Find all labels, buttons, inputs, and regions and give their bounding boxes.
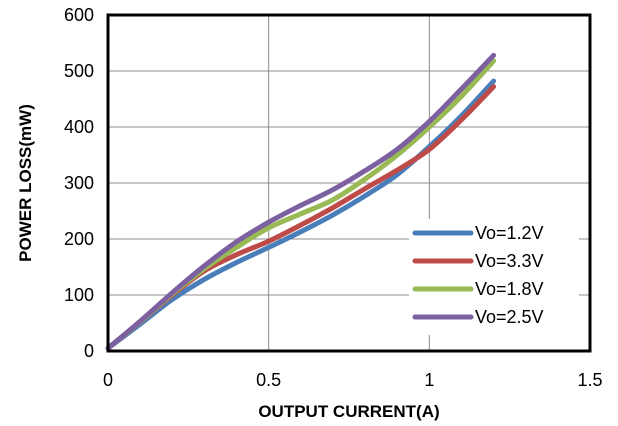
legend-label: Vo=3.3V [475,251,544,271]
legend-item: Vo=3.3V [412,251,544,271]
x-tick-label: 0.5 [256,370,281,390]
x-tick-label: 0 [103,370,113,390]
legend-item: Vo=1.2V [412,223,544,243]
y-tick-label: 500 [64,61,94,81]
y-tick-labels: 0 100 200 300 400 500 600 [64,5,94,361]
series-lines [105,52,497,351]
legend-item: Vo=1.8V [412,279,544,299]
x-tick-label: 1 [424,370,434,390]
x-tick-labels: 0 0.5 1 1.5 [103,370,603,390]
x-tick-label: 1.5 [577,370,602,390]
plot-area-frame [106,13,592,353]
y-tick-label: 300 [64,173,94,193]
legend-label: Vo=2.5V [475,307,544,327]
y-axis-title: POWER LOSS(mW) [16,104,35,262]
legend: Vo=1.2V Vo=3.3V Vo=1.8V Vo=2.5V [409,219,579,335]
series-line-vo-2-5v [105,52,497,351]
legend-label: Vo=1.2V [475,223,544,243]
y-tick-label: 100 [64,285,94,305]
y-tick-label: 0 [84,341,94,361]
legend-label: Vo=1.8V [475,279,544,299]
y-tick-label: 400 [64,117,94,137]
y-tick-label: 600 [64,5,94,25]
x-axis-title: OUTPUT CURRENT(A) [258,402,439,421]
legend-item: Vo=2.5V [412,307,544,327]
y-tick-label: 200 [64,229,94,249]
